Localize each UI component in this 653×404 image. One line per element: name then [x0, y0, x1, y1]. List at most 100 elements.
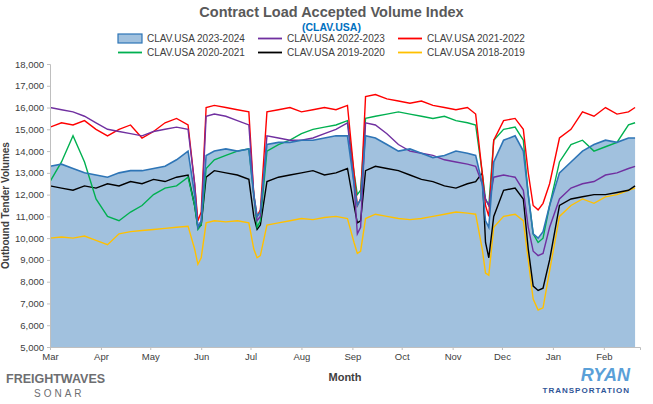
tick: 9,000: [20, 254, 50, 265]
legend-label: CLAV.USA 2022-2023: [287, 33, 385, 44]
tick-label: 7,000: [20, 298, 44, 309]
legend-label: CLAV.USA 2020-2021: [147, 47, 245, 58]
tick: Feb: [596, 347, 612, 362]
tick-label: Nov: [445, 351, 462, 362]
tick-mark: [150, 347, 151, 350]
tick-mark: [301, 347, 302, 350]
annotation: RYAN: [581, 365, 631, 385]
tick-mark: [453, 347, 454, 350]
legend: CLAV.USA 2023-2024 CLAV.USA 2022-2023 CLAV…: [118, 33, 525, 58]
x-axis-title: Month: [329, 371, 362, 383]
legend-item: CLAV.USA 2020-2021: [118, 47, 245, 58]
legend-swatch: [398, 52, 422, 54]
legend-label: CLAV.USA 2019-2020: [287, 47, 385, 58]
line: [50, 188, 635, 310]
tick-label: Feb: [596, 351, 612, 362]
y-axis-title: Outbound Tender Volumes: [0, 142, 11, 269]
axis-line: [51, 348, 641, 351]
area: [50, 136, 635, 347]
tick-label: Apr: [94, 351, 109, 362]
tick-label: 10,000: [15, 233, 44, 244]
tick-mark: [251, 347, 252, 350]
line: [50, 166, 635, 290]
tick-mark: [201, 347, 202, 350]
tick: Jan: [546, 347, 561, 362]
line: [50, 108, 635, 256]
tick-mark: [47, 216, 50, 217]
legend-swatch: [258, 38, 282, 40]
legend-item: CLAV.USA 2018-2019: [398, 47, 525, 58]
chart: Contract Load Accepted Volume Index(CLAV…: [0, 0, 653, 404]
tick: 7,000: [20, 298, 50, 309]
tick-label: 6,000: [20, 320, 44, 331]
legend-label: CLAV.USA 2018-2019: [427, 47, 525, 58]
axis-line: [47, 65, 51, 348]
tick-mark: [101, 347, 102, 350]
tick-mark: [47, 238, 50, 239]
legend-item: CLAV.USA 2023-2024: [118, 33, 245, 44]
tick: Jul: [245, 347, 257, 362]
tick: 17,000: [15, 80, 50, 91]
tick-mark: [47, 173, 50, 174]
tick: Apr: [94, 347, 109, 362]
tick-mark: [47, 64, 50, 65]
legend-item: CLAV.USA 2021-2022: [398, 33, 525, 44]
tick: Aug: [293, 347, 310, 362]
title: Contract Load Accepted Volume Index: [199, 4, 463, 20]
line: [50, 94, 635, 220]
tick: Nov: [445, 347, 462, 362]
tick: 6,000: [20, 320, 50, 331]
tick-label: 14,000: [15, 146, 44, 157]
tick: 18,000: [15, 59, 50, 70]
tick-mark: [47, 129, 50, 130]
tick: May: [142, 347, 160, 362]
tick-mark: [47, 108, 50, 109]
legend-swatch: [118, 34, 142, 43]
annotation: SONAR: [34, 388, 85, 399]
tick-label: 15,000: [15, 124, 44, 135]
tick-label: 16,000: [15, 102, 44, 113]
tick-mark: [352, 347, 353, 350]
tick-mark: [553, 347, 554, 350]
tick-mark: [604, 347, 605, 350]
y-axis: 5,0006,0007,0008,0009,00010,00011,00012,…: [15, 59, 51, 353]
tick: 16,000: [15, 102, 50, 113]
annotation: TRANSPORTATION: [543, 386, 630, 395]
legend-swatch: [118, 52, 142, 54]
tick-label: 13,000: [15, 167, 44, 178]
tick-label: Jun: [194, 351, 209, 362]
tick: Mar: [42, 347, 58, 362]
tick-mark: [47, 303, 50, 304]
legend-item: CLAV.USA 2022-2023: [258, 33, 385, 44]
subtitle: (CLAV.USA): [302, 21, 361, 33]
plot-area: [50, 94, 635, 347]
tick-mark: [50, 347, 51, 350]
tick-mark: [47, 325, 50, 326]
tick: Oct: [395, 347, 410, 362]
tick-mark: [47, 151, 50, 152]
legend-swatch: [258, 52, 282, 54]
tick: 14,000: [15, 146, 50, 157]
tick-mark: [47, 347, 50, 348]
tick-label: Jan: [546, 351, 561, 362]
tick-label: 18,000: [15, 59, 44, 70]
tick-mark: [47, 260, 50, 261]
tick-label: 11,000: [16, 211, 44, 222]
tick-label: 5,000: [20, 342, 44, 353]
legend-label: CLAV.USA 2023-2024: [147, 33, 245, 44]
legend-item: CLAV.USA 2019-2020: [258, 47, 385, 58]
tick-mark: [47, 86, 50, 87]
x-axis: Mar Apr May Jun Jul Aug Sep Oct Nov Dec Jan Feb: [42, 347, 640, 362]
area-line: [50, 136, 635, 238]
legend-swatch: [398, 38, 422, 40]
tick-label: 17,000: [15, 80, 44, 91]
tick: 12,000: [15, 189, 50, 200]
tick-label: May: [142, 351, 160, 362]
tick: 15,000: [15, 124, 50, 135]
tick: 13,000: [15, 167, 50, 178]
tick-mark: [47, 195, 50, 196]
tick-mark: [47, 282, 50, 283]
tick-label: Sep: [344, 351, 361, 362]
tick: 10,000: [15, 233, 50, 244]
tick-label: Dec: [494, 351, 511, 362]
